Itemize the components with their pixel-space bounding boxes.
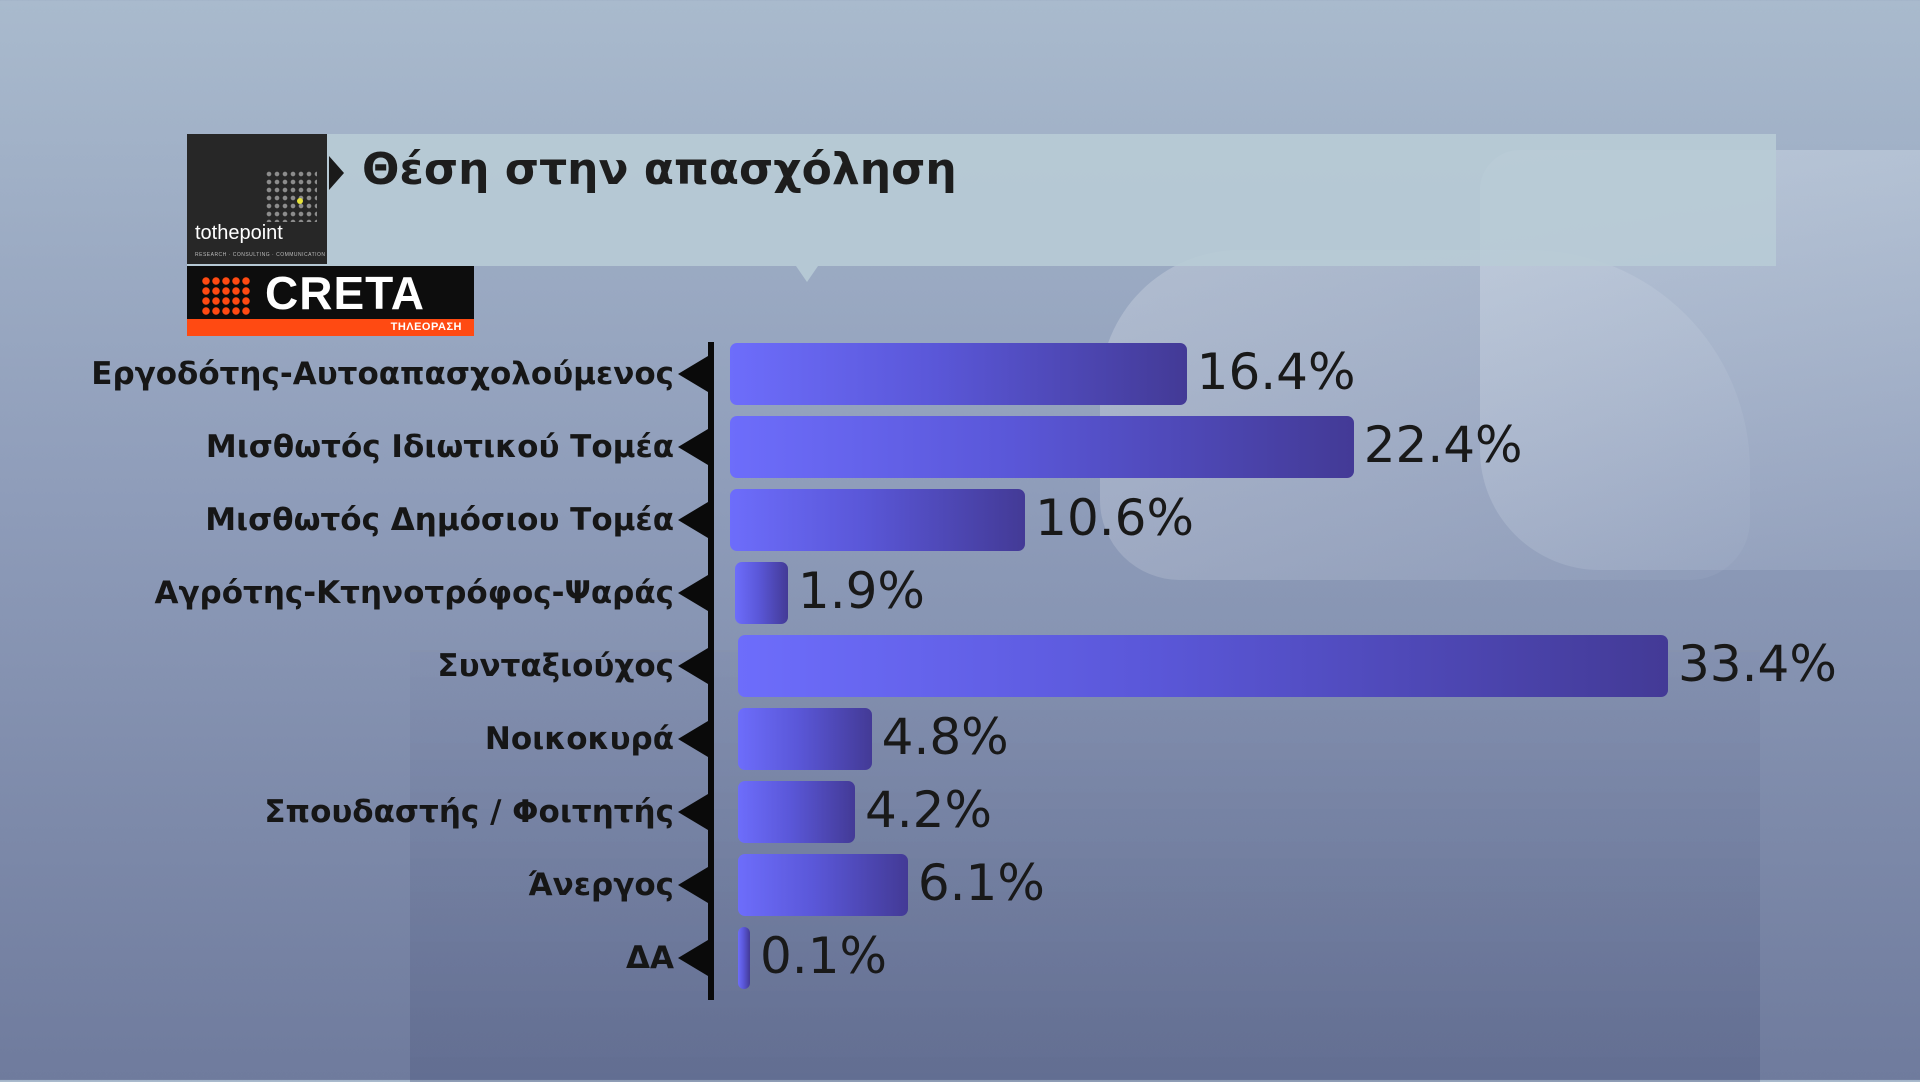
value-label: 22.4% (1363, 416, 1523, 474)
creta-logo-name: CRETA (265, 267, 426, 319)
category-pointer-icon (678, 867, 708, 903)
value-label: 1.9% (797, 562, 925, 620)
category-pointer-icon (678, 940, 708, 976)
chart-title: Θέση στην απασχόληση (362, 144, 957, 195)
category-pointer-icon (678, 721, 708, 757)
background-ballot-box (410, 650, 1760, 1082)
title-bar (187, 134, 1776, 266)
bar (735, 562, 788, 624)
category-label: Μισθωτός Δημόσιου Τομέα (205, 502, 674, 538)
title-bar-pointer (796, 266, 818, 282)
chart-axis-line (708, 342, 714, 1000)
dot-highlight-icon (297, 198, 303, 204)
tothepoint-logo: tothepoint RESEARCH · CONSULTING · COMMU… (187, 134, 327, 264)
category-pointer-icon (678, 648, 708, 684)
value-label: 4.2% (864, 781, 992, 839)
background-hand (1100, 250, 1750, 580)
category-label: Νοικοκυρά (484, 721, 674, 757)
bar (730, 416, 1354, 478)
category-pointer-icon (678, 575, 708, 611)
category-label: Μισθωτός Ιδιωτικού Τομέα (205, 429, 674, 465)
value-label: 0.1% (760, 927, 888, 985)
bar (738, 927, 750, 989)
dot-grid-icon (201, 276, 251, 316)
dot-grid-icon (265, 170, 317, 222)
bar (738, 708, 872, 770)
category-label: Εργοδότης-Αυτοαπασχολούμενος (91, 356, 674, 392)
category-label: Σπουδαστής / Φοιτητής (264, 794, 674, 830)
category-label: Συνταξιούχος (437, 648, 674, 684)
creta-logo: CRETA ΤΗΛΕΟΡΑΣΗ (187, 266, 474, 336)
tothepoint-logo-tagline: RESEARCH · CONSULTING · COMMUNICATION (195, 252, 326, 258)
tothepoint-logo-name: tothepoint (195, 222, 283, 244)
bar (730, 489, 1026, 551)
category-pointer-icon (678, 356, 708, 392)
title-arrow-icon (329, 156, 344, 190)
category-pointer-icon (678, 794, 708, 830)
value-label: 16.4% (1196, 343, 1356, 401)
value-label: 10.6% (1035, 489, 1194, 547)
category-label: ΔΑ (626, 940, 674, 976)
category-pointer-icon (678, 502, 708, 538)
value-label: 6.1% (917, 854, 1045, 912)
value-label: 4.8% (881, 708, 1009, 766)
bar (738, 854, 908, 916)
category-label: Αγρότης-Κτηνοτρόφος-Ψαράς (154, 575, 674, 611)
bar (738, 635, 1668, 697)
creta-logo-band (187, 319, 474, 336)
value-label: 33.4% (1678, 635, 1837, 693)
bar (730, 343, 1187, 405)
bar (738, 781, 855, 843)
category-label: Άνεργος (527, 867, 674, 903)
creta-logo-subtitle: ΤΗΛΕΟΡΑΣΗ (390, 321, 462, 333)
category-pointer-icon (678, 429, 708, 465)
